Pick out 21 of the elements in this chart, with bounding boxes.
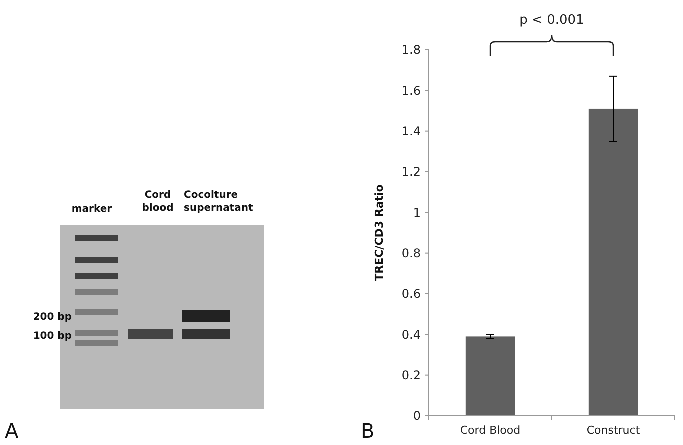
x-tick-label: Cord Blood — [460, 424, 521, 437]
text: Cord blood — [142, 190, 174, 214]
y-tick-label: 0.8 — [402, 246, 421, 261]
y-tick-label: 1.4 — [402, 124, 421, 139]
y-tick-label: 1.8 — [402, 43, 421, 58]
y-tick-label: 1.2 — [402, 165, 421, 180]
text: 200 bp — [33, 312, 72, 323]
text: Cocolture supernatant — [184, 190, 254, 214]
text: A — [5, 419, 19, 443]
y-tick-label: 0.6 — [402, 287, 421, 302]
y-tick-label: 0.2 — [402, 368, 421, 383]
y-tick-label: 1 — [413, 206, 421, 220]
y-tick-label: 0 — [413, 409, 421, 424]
text: p < 0.001 — [520, 13, 584, 28]
text: marker — [72, 204, 112, 215]
x-tick-label: Construct — [586, 424, 641, 437]
y-axis-title: TREC/CD3 Ratio — [373, 184, 386, 282]
y-tick-label: 0.4 — [402, 328, 421, 342]
y-tick-label: 1.6 — [402, 84, 421, 98]
text: 100 bp — [33, 331, 72, 342]
text: B — [361, 419, 375, 443]
